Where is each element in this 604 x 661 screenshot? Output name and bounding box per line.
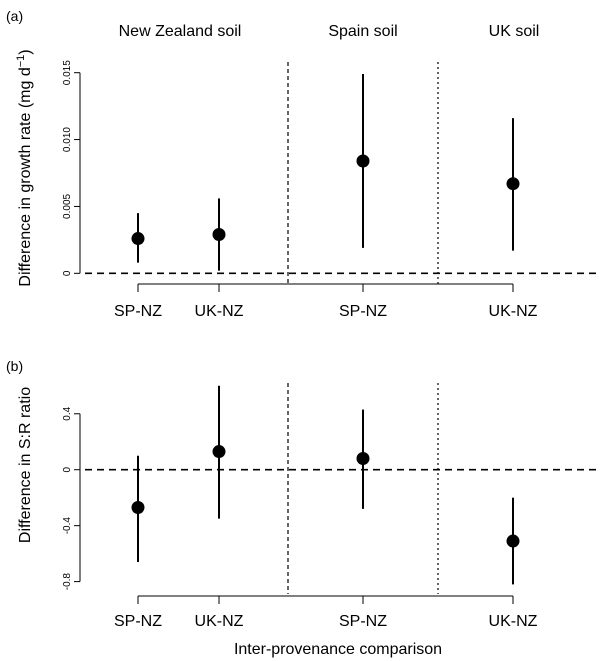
panel-a-point	[356, 154, 370, 168]
group-title-spain-soil: Spain soil	[328, 23, 397, 40]
panel-a-y-tick-label: 0	[62, 270, 73, 276]
panel-b: (b) Difference in S:R ratio -0.8 -0.4 0 0.4…	[6, 358, 597, 658]
panel-a-y-tick-label: 0.005	[62, 193, 73, 218]
group-title-new-zealand-soil: New Zealand soil	[119, 23, 242, 40]
panel-a-category-label: SP-NZ	[339, 303, 387, 320]
panel-a-y-tick-label: 0.015	[62, 60, 73, 85]
panel-b-category-label: UK-NZ	[489, 613, 538, 630]
panel-a-y-tick-label: 0.010	[62, 127, 73, 152]
panel-b-label: (b)	[6, 358, 23, 374]
panel-b-point	[506, 534, 520, 548]
panel-a-point	[131, 232, 145, 246]
panel-a-y-axis-label: Difference in growth rate (mg d−1)	[15, 49, 34, 286]
panel-b-point	[212, 445, 226, 459]
x-axis-label: Inter-provenance comparison	[234, 641, 442, 658]
panel-b-category-label: UK-NZ	[195, 613, 244, 630]
panel-a-y-axis-label-main: Difference in growth rate (mg d	[17, 67, 34, 286]
panel-a-category-label: UK-NZ	[489, 303, 538, 320]
panel-b-y-tick-label: -0.8	[62, 573, 73, 591]
panel-a-point	[506, 177, 520, 191]
panel-b-category-label: SP-NZ	[339, 613, 387, 630]
panel-a-marks: 0 0.005 0.010 0.015 SP-NZ UK-NZ SP-NZ UK-NZ	[62, 60, 597, 320]
panel-b-y-tick-label: 0	[62, 466, 73, 472]
panel-b-y-tick-label: -0.4	[62, 517, 73, 535]
panel-a-y-axis-label-exponent: −1	[15, 55, 27, 68]
panel-b-y-tick-label: 0.4	[62, 406, 73, 420]
panel-b-point	[131, 500, 145, 514]
panel-a-category-label: SP-NZ	[114, 303, 162, 320]
panel-b-category-label: SP-NZ	[114, 613, 162, 630]
panel-b-y-axis-label: Difference in S:R ratio	[17, 387, 34, 543]
panel-b-marks: -0.8 -0.4 0 0.4 SP-NZ UK-NZ SP-NZ UK-NZ	[62, 383, 597, 630]
group-title-uk-soil: UK soil	[489, 23, 540, 40]
panel-a: (a) New Zealand soil Spain soil UK soil …	[6, 8, 597, 320]
panel-a-y-axis-label-close: )	[17, 49, 34, 54]
panel-a-category-label: UK-NZ	[195, 303, 244, 320]
panel-b-point	[356, 452, 370, 466]
panel-a-point	[212, 228, 226, 242]
panel-a-label: (a)	[6, 8, 23, 24]
